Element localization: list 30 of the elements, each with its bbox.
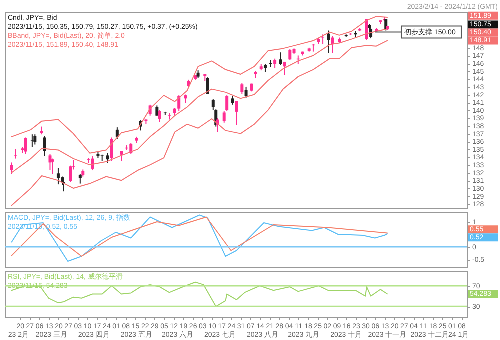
candlestick — [322, 34, 325, 45]
candlestick — [56, 168, 60, 186]
candlestick — [156, 105, 159, 116]
candlestick — [14, 148, 18, 160]
candlestick — [116, 127, 119, 140]
candlestick — [30, 134, 34, 148]
candlestick — [178, 95, 181, 112]
candlestick — [78, 174, 82, 184]
candlestick — [48, 154, 52, 172]
candlestick — [274, 58, 277, 69]
candlestick — [222, 110, 226, 124]
candlestick — [206, 77, 210, 94]
candlestick — [34, 134, 37, 146]
candlestick — [10, 162, 14, 175]
candlestick — [106, 152, 110, 164]
candlestick — [51, 158, 54, 175]
candlestick — [110, 137, 114, 162]
candlestick — [24, 137, 28, 155]
candlestick — [331, 36, 334, 54]
candlestick — [244, 86, 248, 98]
candlestick — [327, 30, 330, 54]
candlestick — [226, 95, 229, 112]
candlestick — [158, 110, 162, 123]
candlestick — [43, 136, 46, 157]
candlestick — [235, 100, 238, 126]
candlestick — [130, 142, 133, 155]
candlestick — [288, 48, 292, 61]
candlestick — [283, 61, 286, 76]
candlestick — [279, 52, 282, 66]
candlestick — [240, 82, 244, 94]
